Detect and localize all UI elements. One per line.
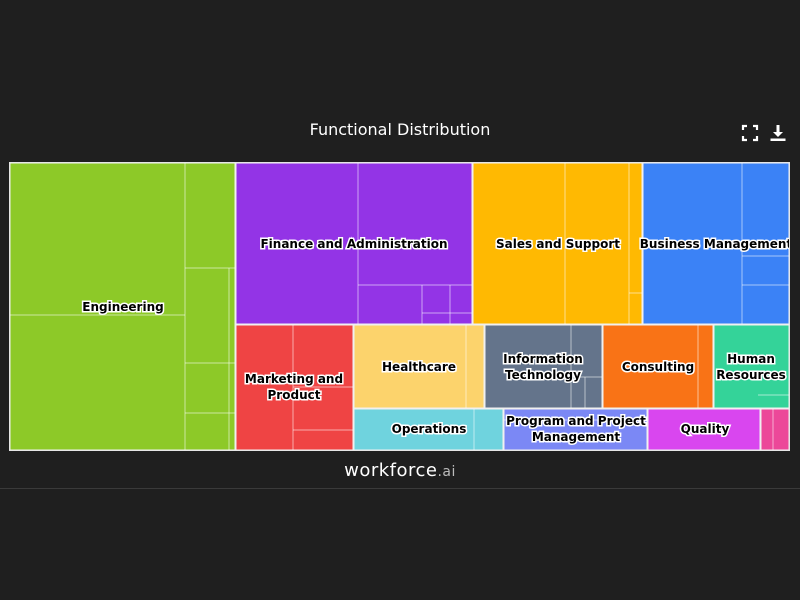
treemap-cell-rect[interactable] [642, 163, 789, 325]
treemap-cell[interactable] [642, 163, 789, 325]
treemap-cell-rect[interactable] [760, 408, 789, 450]
footer-brand: workforce.ai [0, 460, 800, 481]
brand-suffix: .ai [437, 464, 456, 480]
treemap-cell-rect[interactable] [353, 324, 485, 409]
treemap-cell-rect[interactable] [472, 163, 643, 325]
treemap-cell[interactable] [647, 408, 761, 450]
treemap-cell[interactable] [235, 163, 473, 325]
treemap-cell-rect[interactable] [647, 408, 761, 450]
expand-icon[interactable] [741, 124, 759, 142]
download-icon[interactable] [769, 124, 787, 142]
treemap-cell[interactable] [713, 324, 789, 409]
treemap-cell[interactable] [503, 408, 648, 450]
brand-name: workforce [344, 460, 438, 481]
treemap-svg: Engineering Finance and Administration Sal… [10, 163, 789, 450]
treemap-label: Consulting [622, 360, 694, 374]
treemap-cell-rect[interactable] [353, 408, 504, 450]
treemap-label: Program and Project Management [506, 414, 646, 444]
treemap-cell-rect[interactable] [602, 324, 714, 409]
treemap-cell[interactable] [472, 163, 643, 325]
treemap-cell-rect[interactable] [10, 163, 236, 450]
treemap-chart: Engineering Finance and Administration Sal… [9, 162, 790, 451]
treemap-label: Finance and Administration [260, 237, 447, 251]
treemap-label: Operations [392, 422, 467, 436]
treemap-cell[interactable] [602, 324, 714, 409]
treemap-label: Human Resources [716, 352, 786, 382]
treemap-label: Sales and Support [496, 237, 620, 251]
treemap-cell[interactable] [353, 324, 485, 409]
treemap-label: Quality [681, 422, 730, 436]
treemap-cell-rect[interactable] [484, 324, 603, 409]
treemap-cell[interactable] [484, 324, 603, 409]
treemap-label: Business Management [640, 237, 789, 251]
treemap-cell[interactable] [10, 163, 236, 450]
treemap-cell[interactable] [760, 408, 789, 450]
treemap-label: Engineering [82, 300, 163, 314]
treemap-label: Healthcare [382, 360, 456, 374]
treemap-label: Marketing and Product [245, 372, 343, 402]
treemap-cell-rect[interactable] [713, 324, 789, 409]
treemap-cell-rect[interactable] [503, 408, 648, 450]
treemap-label: Information Technology [503, 352, 583, 382]
divider [0, 488, 800, 489]
chart-title: Functional Distribution [309, 120, 491, 139]
treemap-cell-rect[interactable] [235, 163, 473, 325]
treemap-cell[interactable] [235, 324, 354, 450]
treemap-cell[interactable] [353, 408, 504, 450]
